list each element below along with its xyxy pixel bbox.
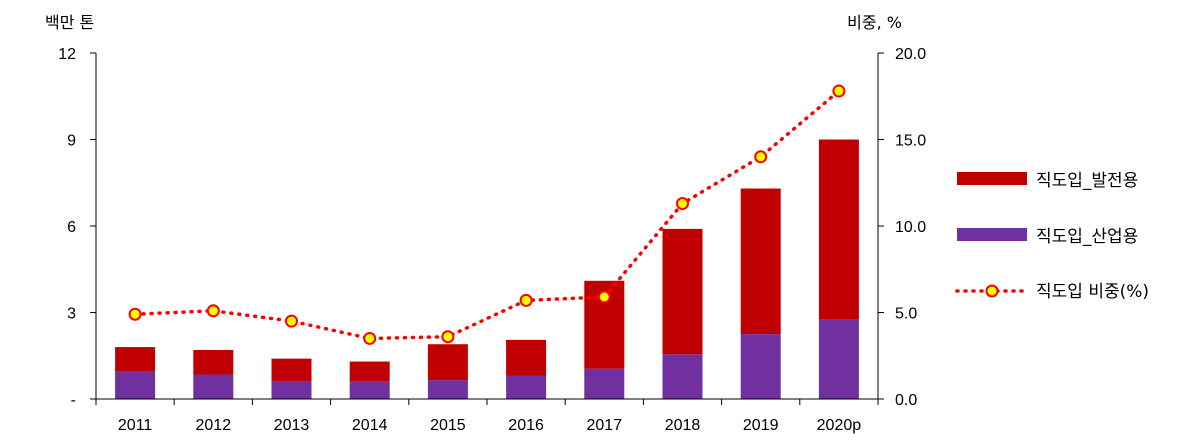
bar-industrial-2011 [115, 371, 156, 399]
bar-power-2013 [271, 358, 312, 382]
right-tick-label: 10.0 [895, 219, 926, 236]
right-tick-label: 0.0 [895, 392, 917, 409]
bar-industrial-2019 [740, 334, 781, 399]
share-point-2018 [676, 197, 689, 211]
right-tick-label: 5.0 [895, 306, 917, 323]
x-tick-label: 2018 [665, 417, 701, 434]
bar-industrial-2020p [818, 319, 859, 399]
x-tick-label: 2011 [118, 417, 153, 434]
bar-industrial-2012 [193, 374, 234, 399]
bar-industrial-2016 [506, 375, 547, 399]
right-tick-label: 20.0 [895, 46, 926, 63]
left-tick-label: - [71, 392, 76, 409]
bar-industrial-2015 [427, 380, 468, 399]
bar-industrial-2013 [271, 381, 312, 399]
bar-industrial-2017 [584, 368, 625, 399]
bar-power-2018 [662, 228, 703, 355]
right-tick-label: 15.0 [895, 133, 926, 150]
bar-power-2020p [818, 139, 859, 320]
x-tick-label: 2012 [196, 417, 232, 434]
left-tick-label: 12 [58, 46, 76, 63]
share-point-2011 [128, 307, 142, 321]
x-tick-label: 2015 [430, 417, 466, 434]
share-point-2013 [285, 314, 298, 328]
bar-industrial-2018 [662, 354, 703, 399]
left-tick-label: 6 [67, 219, 76, 236]
x-tick-label: 2019 [743, 417, 779, 434]
legend-swatch-industrial [957, 228, 1027, 241]
share-line [133, 89, 841, 341]
legend-label-power: 직도입_발전용 [1036, 171, 1138, 191]
share-point-2016 [519, 293, 533, 307]
x-tick-label: 2020p [817, 417, 862, 434]
bar-power-2015 [427, 344, 468, 381]
bar-power-2019 [740, 188, 781, 335]
share-point-2014 [363, 331, 377, 345]
share-point-2019 [754, 150, 768, 164]
share-point-2015 [441, 330, 455, 344]
left-axis-unit: 백만 톤 [45, 13, 94, 32]
legend-swatch-share-marker [985, 284, 999, 298]
bar-power-2011 [115, 347, 156, 372]
x-tick-label: 2013 [274, 417, 310, 434]
share-point-2020p [832, 84, 846, 98]
bar-power-2014 [349, 361, 390, 382]
legend-label-industrial: 직도입_산업용 [1036, 227, 1138, 247]
x-tick-label: 2014 [352, 417, 388, 434]
legend-label-share: 직도입 비중(%) [1036, 282, 1149, 302]
legend-swatch-power [957, 172, 1027, 185]
bar-industrial-2014 [349, 381, 390, 399]
x-tick-label: 2016 [508, 417, 544, 434]
plot-area: - 3 6 9 12 0.0 5.0 10.0 15.0 20.0 2011 2012 2013 2014… [58, 46, 926, 434]
left-tick-label: 9 [67, 133, 76, 150]
left-tick-label: 3 [67, 306, 76, 323]
share-point-2017 [597, 290, 611, 304]
x-tick-label: 2017 [587, 417, 623, 434]
right-axis-unit: 비중, % [847, 13, 902, 32]
bar-power-2012 [193, 349, 234, 375]
share-point-2012 [206, 304, 220, 318]
bar-power-2016 [506, 339, 547, 376]
